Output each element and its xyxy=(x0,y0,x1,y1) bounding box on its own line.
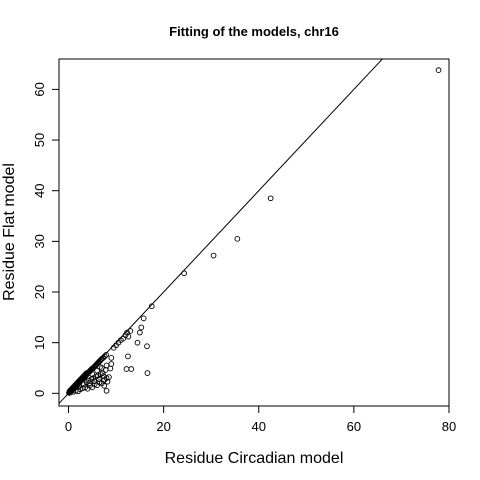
data-point xyxy=(128,366,135,372)
chart-title: Fitting of the models, chr16 xyxy=(169,24,339,39)
data-point xyxy=(234,235,241,242)
plot-area xyxy=(58,58,450,407)
data-point xyxy=(108,355,115,361)
data-point xyxy=(210,252,217,259)
data-point xyxy=(125,353,131,360)
y-tick-label: 40 xyxy=(32,183,47,197)
y-axis: 0 10 20 30 40 50 60 xyxy=(32,82,59,397)
data-point xyxy=(144,343,150,350)
y-tick-label: 30 xyxy=(32,234,47,248)
data-point xyxy=(100,355,107,361)
data-point xyxy=(97,364,103,370)
data-point xyxy=(101,382,108,389)
y-tick-label: 10 xyxy=(32,335,47,349)
data-point xyxy=(91,378,98,385)
x-tick-label: 20 xyxy=(156,419,170,434)
data-point xyxy=(96,376,102,383)
data-point xyxy=(80,381,87,388)
data-point xyxy=(104,378,111,385)
y-tick-label: 60 xyxy=(32,82,47,96)
data-point xyxy=(144,370,151,376)
data-point xyxy=(103,351,109,358)
data-point xyxy=(107,365,114,372)
data-point xyxy=(140,315,147,322)
x-tick-label: 40 xyxy=(252,419,266,434)
data-point xyxy=(101,353,108,360)
data-point xyxy=(127,328,134,334)
x-tick-label: 80 xyxy=(442,419,456,434)
reference-line xyxy=(59,59,384,404)
data-point xyxy=(138,324,145,331)
plot-frame xyxy=(58,58,450,407)
data-point xyxy=(94,367,100,374)
data-point xyxy=(89,371,96,377)
y-tick-label: 0 xyxy=(32,390,47,397)
x-axis: 0 20 40 60 80 xyxy=(65,406,456,434)
data-point xyxy=(267,195,274,202)
data-point xyxy=(103,387,110,394)
data-point xyxy=(86,380,93,387)
data-points xyxy=(66,67,442,396)
data-point xyxy=(134,339,141,346)
x-tick-label: 60 xyxy=(347,419,361,434)
data-point xyxy=(435,67,442,73)
y-tick-label: 50 xyxy=(32,133,47,147)
x-axis-label: Residue Circadian model xyxy=(165,450,344,467)
data-point xyxy=(100,373,107,379)
x-tick-label: 0 xyxy=(65,419,72,434)
reference-line-layer xyxy=(59,59,384,404)
y-tick-label: 20 xyxy=(32,285,47,299)
data-point xyxy=(76,383,82,390)
data-point xyxy=(137,329,143,336)
data-point xyxy=(148,303,155,310)
y-axis-label: Residue Flat model xyxy=(1,163,18,301)
data-point xyxy=(125,333,132,340)
